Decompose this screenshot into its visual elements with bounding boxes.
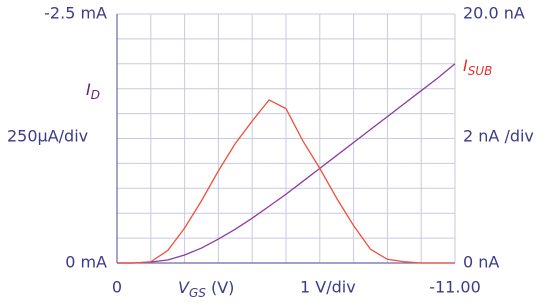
- series-line: [117, 99, 455, 264]
- y2-tick-label: 20.0 nA: [463, 4, 525, 23]
- y-div-label: 250µA/div: [7, 127, 88, 146]
- x-div-label: 1 V/div: [300, 278, 356, 297]
- x-tick-label: 0: [112, 278, 122, 297]
- y-tick-label: 0 mA: [65, 253, 107, 272]
- y2-tick-label: 0 nA: [463, 253, 499, 272]
- x-axis-label: VGS (V): [178, 278, 234, 300]
- y-axis-label: ID: [86, 80, 100, 102]
- series-line: [117, 63, 456, 264]
- y-tick-label: -2.5 mA: [44, 4, 107, 23]
- y2-axis-label: ISUB: [463, 56, 492, 78]
- x-tick-label: -11.00: [429, 278, 481, 297]
- y2-div-label: 2 nA /div: [463, 127, 534, 146]
